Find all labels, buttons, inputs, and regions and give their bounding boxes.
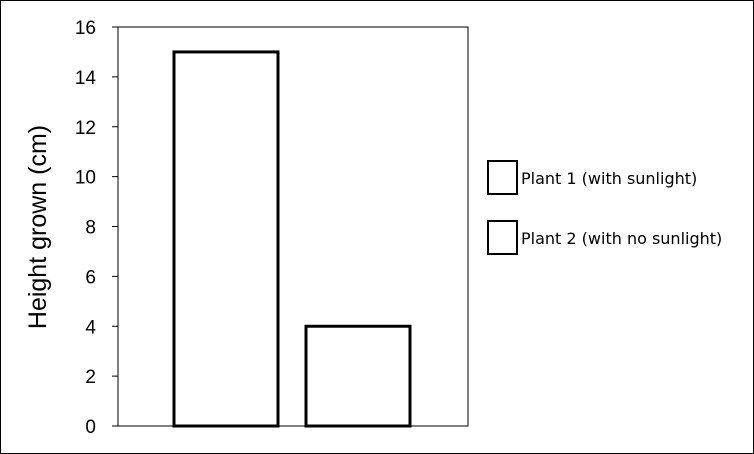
y-axis: 0 2 4 6 8 10 12 14 16 — [75, 18, 118, 438]
y-tick-label: 12 — [75, 118, 96, 139]
legend-label-2: Plant 2 (with no sunlight) — [521, 229, 722, 248]
plot-area — [117, 26, 469, 427]
y-tick-label: 2 — [85, 367, 96, 388]
legend: Plant 1 (with sunlight) Plant 2 (with no … — [487, 160, 722, 255]
bar-1 — [172, 50, 280, 428]
y-tick-label: 6 — [85, 267, 96, 288]
y-tick-label: 4 — [85, 317, 96, 338]
bar-2 — [304, 324, 412, 428]
y-axis-title: Height grown (cm) — [24, 125, 52, 329]
bars — [172, 50, 412, 428]
plot-area-border — [117, 26, 469, 427]
y-tick-label: 0 — [85, 417, 96, 438]
legend-swatch-1 — [487, 160, 518, 195]
legend-label-1: Plant 1 (with sunlight) — [521, 169, 697, 188]
y-tick-label: 8 — [85, 218, 96, 239]
y-tick-label: 10 — [75, 168, 96, 189]
y-tick-label: 14 — [75, 68, 97, 89]
legend-swatch-2 — [487, 220, 518, 255]
y-tick-label: 16 — [75, 18, 96, 39]
